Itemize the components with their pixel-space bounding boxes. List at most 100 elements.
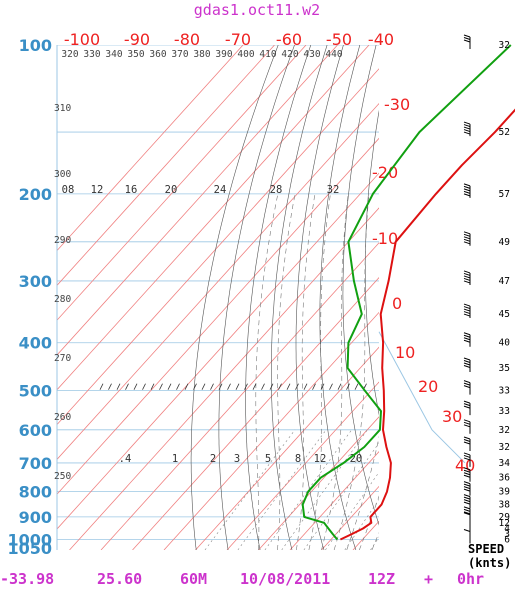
theta-top-label: 420 (281, 49, 298, 60)
hatch-mark (167, 383, 172, 390)
moist-adiabat-line (277, 193, 296, 550)
isotherm-line (195, 346, 379, 550)
hatch-mark (329, 383, 333, 390)
wind-speed-label: 57 (499, 189, 510, 200)
theta-top-label: 430 (303, 49, 320, 60)
mixing-ratio-upper-label: 16 (125, 184, 138, 196)
wind-speed-label: 45 (499, 309, 510, 320)
dry-adiabat-line (190, 45, 279, 550)
dry-adiabat-line (295, 45, 344, 550)
temperature-side-label: 0 (392, 294, 402, 313)
wind-speed-label: 6 (504, 535, 510, 546)
pressure-label: 700 (19, 454, 52, 473)
wind-speed-label: 32 (499, 442, 510, 453)
hatch-mark (99, 383, 104, 390)
temperature-side-label: 40 (455, 456, 475, 475)
dry-adiabat-line (365, 109, 379, 416)
moist-adiabat-line (308, 193, 331, 550)
isotherm-line (258, 416, 379, 550)
right-border (378, 331, 466, 464)
temperature-profile-line (339, 108, 515, 541)
mixing-ratio-line (303, 442, 379, 550)
temperature-side-label: 20 (418, 377, 438, 396)
moist-adiabat-line (321, 193, 349, 550)
temperature-top-label: -90 (124, 30, 150, 49)
wind-speed-label: 49 (499, 237, 511, 248)
wind-speed-label: 3 (504, 529, 510, 540)
mixing-ratio-lower-label: 1 (172, 453, 178, 465)
isotherm-line (69, 207, 379, 550)
hatch-mark (108, 383, 112, 390)
wind-speed-label: 52 (499, 127, 510, 138)
speed-header: SPEED (468, 542, 504, 556)
wind-speed-label: 33 (499, 386, 510, 397)
temperature-top-label: -40 (368, 30, 394, 49)
isotherm-line (163, 311, 379, 550)
isotherm-line (57, 102, 379, 460)
mixing-ratio-upper-label: 24 (214, 184, 227, 196)
theta-side-label: 260 (54, 412, 71, 423)
wind-barb (463, 121, 471, 137)
hatch-mark (235, 383, 240, 390)
hatch-mark (244, 383, 248, 390)
isotherm-line (57, 45, 244, 252)
moist-adiabat-line (296, 193, 316, 550)
mixing-ratio-lower-label: 20 (350, 453, 363, 465)
wind-barb (463, 481, 471, 496)
theta-top-label: 350 (127, 49, 144, 60)
theta-side-label: 300 (54, 169, 71, 180)
hatch-mark (286, 383, 291, 390)
footer-date: 10/08/2011 (240, 570, 330, 588)
temperature-side-label: 10 (395, 343, 415, 362)
mixing-ratio-line (370, 536, 379, 550)
moist-adiabat-line (333, 193, 370, 550)
hatch-mark (320, 383, 325, 390)
moist-adiabat-line (255, 193, 279, 550)
footer-elev: 60M (180, 570, 207, 588)
isotherm-line (57, 45, 370, 391)
theta-top-label: 320 (61, 49, 78, 60)
isotherm-line (57, 68, 379, 426)
hatch-mark (133, 383, 138, 390)
footer-plus: + (424, 570, 433, 588)
hatch-mark (150, 383, 155, 390)
wind-speed-label: 39 (499, 487, 511, 498)
hatch-mark (201, 383, 206, 390)
mixing-ratio-lower-label: .4 (119, 453, 132, 465)
hatch-mark (210, 383, 214, 390)
isotherm-line (57, 172, 379, 530)
theta-top-label: 330 (83, 49, 100, 60)
hatch-mark (354, 383, 359, 390)
grid-layer (56, 45, 515, 550)
hatch-mark (337, 383, 342, 390)
chart-title: gdas1.oct11.w2 (194, 1, 320, 19)
wind-speed-label: 38 (499, 500, 511, 511)
isotherm-line (289, 451, 379, 550)
theta-side-label: 290 (54, 235, 71, 246)
isotherm-line (57, 45, 307, 321)
hatch-mark (227, 383, 231, 390)
pressure-label: 1000 (7, 531, 52, 550)
labels-layer: 10020030040050060070080090010001050-100-… (7, 30, 475, 558)
pressure-label: 500 (19, 382, 52, 401)
temperature-top-label: -50 (326, 30, 352, 49)
isotherm-line (100, 242, 379, 550)
wind-speed-label: 4 (504, 524, 510, 535)
isotherm-line (385, 45, 515, 550)
pressure-label: 400 (19, 334, 52, 353)
dry-adiabat-line (271, 45, 328, 550)
mixing-ratio-upper-label: 32 (327, 184, 340, 196)
pressure-label: 900 (19, 508, 52, 527)
temperature-top-label: -60 (276, 30, 302, 49)
mixing-ratio-lower-label: 3 (234, 453, 240, 465)
temperature-top-label: -80 (174, 30, 200, 49)
hatch-mark (218, 383, 223, 390)
isotherm-line (321, 485, 379, 550)
wind-speed-label: 35 (499, 363, 510, 374)
wind-barb (463, 231, 471, 246)
wind-barb (463, 34, 471, 49)
mixing-ratio-line (325, 471, 379, 550)
mixing-ratio-upper-label: 08 (62, 184, 75, 196)
theta-top-label: 410 (259, 49, 276, 60)
